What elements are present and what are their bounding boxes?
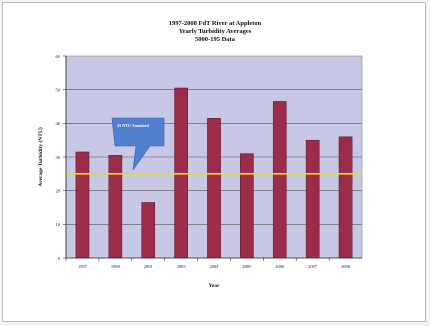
bar (207, 118, 221, 259)
y-tick-label: 40 (56, 121, 61, 126)
bar (108, 155, 123, 259)
y-tick-label: 50 (56, 87, 61, 92)
x-tick-label: 2003 (177, 264, 187, 269)
standard-callout-label: 25 NTU Standard (117, 123, 150, 128)
x-axis-label: Year (209, 283, 221, 289)
y-tick-label: 0 (58, 256, 61, 261)
y-axis-label: Average Turbidity (NTU) (37, 127, 44, 187)
x-tick-label: 1997 (78, 264, 88, 269)
bar (305, 139, 320, 259)
standard-callout (111, 117, 165, 171)
x-tick-label: 2001 (144, 264, 153, 269)
chart-title: 1997-2008 FdT River at Appleton (168, 20, 262, 27)
bar (75, 151, 90, 259)
x-tick-label: 2006 (275, 264, 285, 269)
bar (141, 202, 156, 259)
chart-subtitle-2: 5000-195 Data (195, 36, 235, 43)
bar (174, 87, 188, 259)
bar (240, 153, 254, 259)
y-tick-label: 60 (56, 54, 61, 59)
x-tick-label: 2004 (210, 264, 220, 269)
x-tick-label: 2008 (341, 264, 351, 269)
x-tick-label: 2005 (242, 264, 252, 269)
y-tick-label: 30 (56, 155, 61, 160)
x-tick-label: 1999 (111, 264, 121, 269)
bar (338, 136, 353, 259)
y-tick-label: 10 (56, 222, 61, 227)
y-tick-label: 20 (56, 188, 61, 193)
chart-subtitle: Yearly Turbidity Averages (178, 28, 252, 35)
x-tick-label: 2007 (308, 264, 318, 269)
bar (272, 101, 287, 259)
